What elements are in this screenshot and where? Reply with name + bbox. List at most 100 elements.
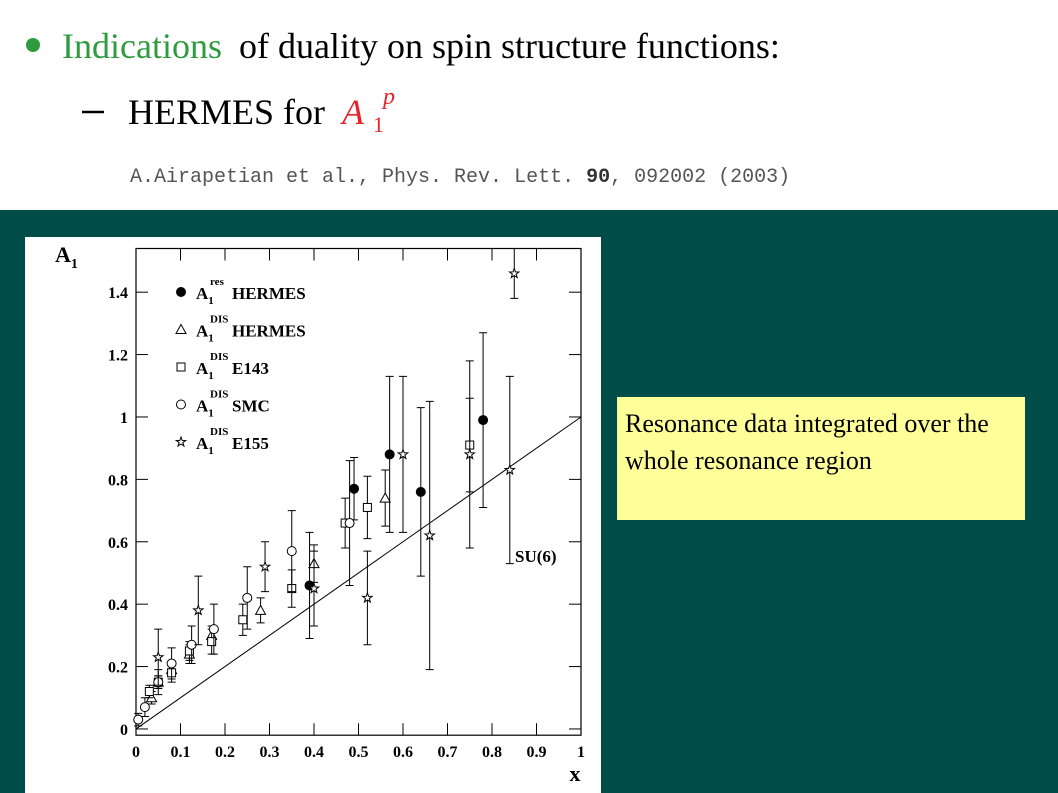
legend-sup: DIS bbox=[210, 426, 228, 438]
legend-sub: 1 bbox=[208, 408, 214, 420]
point bbox=[396, 447, 410, 460]
legend-symbol: A bbox=[196, 322, 209, 341]
legend-marker bbox=[174, 435, 188, 448]
legend-entry: A1 bbox=[196, 284, 214, 307]
point bbox=[144, 687, 154, 697]
point bbox=[139, 702, 150, 713]
point bbox=[362, 502, 372, 512]
legend-sub: 1 bbox=[208, 295, 214, 307]
symbol-sup: p bbox=[381, 84, 395, 110]
sub-bullet-text: HERMES for A 1 p bbox=[128, 84, 395, 140]
legend-entry: A1 bbox=[196, 359, 214, 382]
chart: 0 0.2 0.4 0.6 0.8 1 1.2 1.4 0 0.1 0.2 0.3 0.4 0.5 0.6 0… bbox=[55, 242, 585, 786]
legend-name: SMC bbox=[232, 397, 270, 416]
legend-entry: A1 bbox=[196, 397, 214, 420]
point bbox=[166, 658, 177, 669]
legend-marker bbox=[176, 362, 186, 372]
legend-marker bbox=[176, 399, 186, 410]
legend-entry: A1 bbox=[196, 322, 214, 345]
point bbox=[208, 624, 219, 635]
x-axis-label: x bbox=[570, 761, 581, 786]
point bbox=[423, 529, 436, 541]
legend-name: E143 bbox=[232, 359, 269, 378]
legend-name: E155 bbox=[232, 434, 269, 453]
point bbox=[379, 492, 392, 503]
legend-symbol: A bbox=[196, 284, 209, 303]
sub-bullet: HERMES for bbox=[128, 92, 325, 132]
x-tick-label: 0.6 bbox=[393, 744, 413, 761]
symbol: A bbox=[340, 92, 365, 132]
highlight: Indications bbox=[62, 26, 222, 66]
legend-marker bbox=[175, 323, 187, 334]
x-tick-label: 0.5 bbox=[349, 744, 369, 761]
point bbox=[207, 637, 217, 647]
x-tick-label: 0.3 bbox=[260, 744, 280, 761]
legend-entry: A1 bbox=[196, 434, 214, 457]
x-tick-label: 0.2 bbox=[215, 744, 235, 761]
bullet-rest: of duality on spin structure functions: bbox=[239, 26, 780, 66]
x-tick-label: 1 bbox=[577, 744, 585, 761]
x-tick-label: 0 bbox=[132, 744, 140, 761]
point bbox=[463, 447, 476, 460]
legend-sup: res bbox=[210, 276, 225, 288]
point bbox=[307, 582, 321, 594]
point bbox=[192, 603, 205, 616]
symbol-sub: 1 bbox=[373, 112, 384, 137]
y-axis-symbol: A bbox=[55, 242, 71, 267]
bullet-text: Indications of duality on spin structure… bbox=[62, 26, 780, 66]
x-tick-label: 0.9 bbox=[527, 744, 547, 761]
x-tick-label: 0.1 bbox=[171, 744, 191, 761]
point bbox=[242, 592, 253, 603]
chart-panel bbox=[25, 237, 601, 793]
point bbox=[384, 449, 395, 460]
point bbox=[415, 486, 426, 497]
x-tick-label: 0.4 bbox=[304, 744, 324, 761]
y-tick-label: 0.6 bbox=[108, 535, 128, 552]
legend-sup: DIS bbox=[210, 351, 228, 363]
point bbox=[286, 546, 297, 557]
legend-symbol: A bbox=[196, 359, 209, 378]
y-tick-label: 0.8 bbox=[108, 472, 128, 489]
x-tick-label: 0.8 bbox=[482, 744, 502, 761]
citation-end: , 092002 (2003) bbox=[610, 166, 790, 189]
citation-start: A.Airapetian et al., Phys. Rev. Lett. bbox=[130, 166, 574, 189]
point bbox=[503, 463, 517, 476]
legend-marker bbox=[176, 287, 186, 297]
y-tick-label: 0 bbox=[120, 722, 128, 739]
y-tick-label: 1.2 bbox=[108, 348, 128, 365]
legend-sub: 1 bbox=[208, 370, 214, 382]
point bbox=[361, 591, 374, 604]
point bbox=[238, 615, 248, 625]
y-tick-label: 0.4 bbox=[108, 597, 128, 614]
legend-sup: DIS bbox=[210, 314, 228, 326]
legend-name: HERMES bbox=[232, 322, 306, 341]
x-tick-label: 0.7 bbox=[438, 744, 458, 761]
point bbox=[152, 650, 165, 663]
point bbox=[349, 483, 360, 494]
legend-sub: 1 bbox=[208, 445, 214, 457]
point bbox=[133, 714, 144, 725]
point bbox=[478, 415, 489, 426]
y-tick-label: 1 bbox=[120, 410, 128, 427]
y-tick-label: 0.2 bbox=[108, 660, 128, 677]
point bbox=[508, 266, 521, 279]
point bbox=[344, 518, 355, 529]
y-axis-label: A1 bbox=[55, 242, 78, 272]
header-band bbox=[0, 0, 1058, 210]
legend-symbol: A bbox=[196, 397, 209, 416]
citation: A.Airapetian et al., Phys. Rev. Lett. 90… bbox=[130, 166, 790, 189]
y-axis-sub: 1 bbox=[71, 257, 78, 272]
callout: Resonance data integrated over the whole… bbox=[617, 397, 1025, 520]
legend-symbol: A bbox=[196, 434, 209, 453]
legend-name: HERMES bbox=[232, 284, 306, 303]
citation-volume: 90 bbox=[586, 166, 610, 189]
bullet bbox=[26, 38, 40, 52]
legend-sup: DIS bbox=[210, 389, 228, 401]
line-label: SU(6) bbox=[515, 547, 557, 566]
legend-sub: 1 bbox=[208, 333, 214, 345]
point bbox=[254, 604, 267, 615]
point bbox=[258, 560, 272, 572]
y-tick-label: 1.4 bbox=[108, 285, 128, 302]
